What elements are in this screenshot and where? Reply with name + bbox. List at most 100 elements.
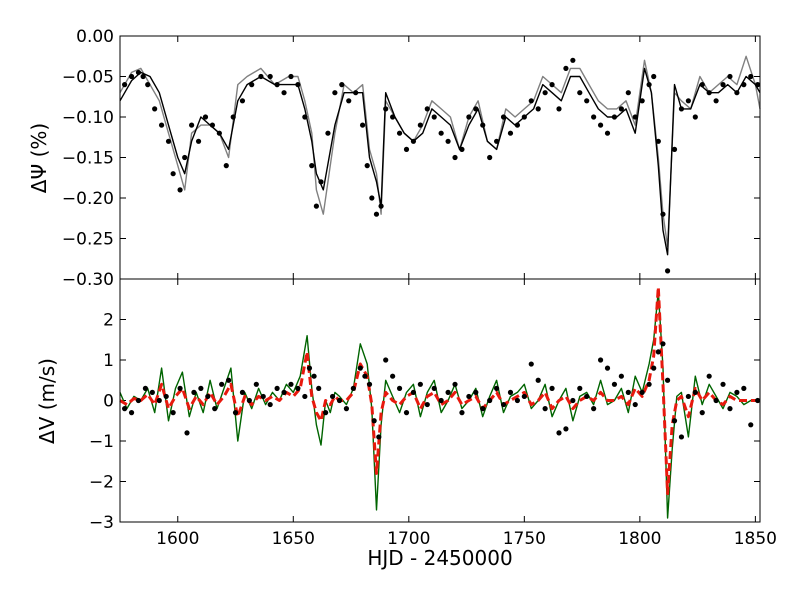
data-point — [466, 393, 472, 400]
data-point — [597, 357, 604, 363]
data-point — [195, 138, 202, 144]
ytick-label: −3 — [89, 513, 114, 533]
data-point — [755, 397, 761, 404]
data-point — [487, 154, 493, 161]
data-point — [390, 373, 396, 379]
data-point — [625, 389, 631, 395]
data-point — [225, 377, 232, 383]
data-point — [216, 130, 222, 136]
data-point — [198, 385, 204, 391]
data-point — [651, 73, 657, 80]
data-point — [734, 389, 740, 395]
data-point — [755, 82, 761, 88]
data-point — [514, 122, 521, 128]
data-point — [165, 138, 172, 144]
data-point — [584, 98, 590, 104]
data-point — [417, 381, 423, 387]
data-point — [639, 389, 645, 395]
data-point — [353, 90, 359, 96]
data-point — [128, 73, 135, 80]
data-point — [720, 381, 726, 387]
data-point — [720, 82, 726, 88]
data-point — [646, 82, 652, 88]
data-point — [274, 82, 280, 88]
data-point — [135, 69, 142, 76]
data-point — [480, 406, 486, 412]
ytick-label: −0.30 — [62, 270, 114, 290]
data-point — [170, 171, 176, 177]
data-point — [618, 373, 624, 379]
bottom-panel-series — [119, 285, 761, 519]
data-point — [313, 203, 319, 209]
series-line — [119, 67, 761, 256]
data-point — [639, 98, 645, 104]
data-point — [618, 106, 624, 112]
data-point — [156, 397, 162, 404]
data-point — [431, 114, 437, 120]
data-point — [494, 138, 500, 144]
data-point — [163, 393, 169, 400]
data-point — [246, 397, 252, 404]
data-point — [177, 385, 183, 391]
x-axis-label: HJD - 2450000 — [367, 546, 512, 570]
data-point — [410, 389, 417, 395]
data-point — [323, 410, 329, 416]
data-point — [258, 73, 264, 80]
ytick-label: −0.05 — [62, 68, 114, 88]
data-point — [182, 154, 188, 161]
xtick-label: 1850 — [734, 529, 777, 549]
data-point — [184, 430, 190, 436]
data-point — [577, 385, 583, 391]
data-point — [364, 163, 370, 169]
xtick-label: 1650 — [272, 529, 315, 549]
data-point — [678, 434, 685, 440]
data-point — [549, 385, 555, 391]
data-point — [473, 106, 479, 112]
data-point — [209, 122, 216, 128]
data-point — [542, 406, 548, 412]
data-point — [378, 203, 384, 209]
xtick-label: 1700 — [387, 529, 430, 549]
bottom-panel-xtick-labels: 1600 1650 1700 1750 1800 1850 — [156, 529, 777, 549]
data-point — [302, 114, 308, 120]
data-point — [288, 381, 294, 387]
data-point — [249, 82, 255, 88]
data-point — [549, 82, 555, 88]
data-point — [212, 406, 218, 412]
data-point — [660, 341, 666, 347]
data-point — [128, 410, 135, 416]
data-point — [507, 389, 514, 395]
data-point — [542, 90, 548, 96]
data-point — [521, 114, 527, 120]
ytick-label: −0.15 — [62, 149, 114, 169]
top-panel-ytick-labels: 0.00 −0.05 −0.10 −0.15 −0.20 −0.25 −0.30 — [62, 27, 114, 290]
data-point — [584, 393, 590, 400]
data-point — [625, 90, 631, 96]
data-point — [390, 114, 396, 120]
data-point — [205, 393, 211, 400]
data-point — [281, 389, 287, 395]
data-point — [459, 410, 465, 416]
data-point — [459, 146, 465, 152]
data-point — [362, 373, 368, 379]
data-point — [500, 401, 507, 408]
data-point — [158, 122, 165, 128]
data-point — [741, 82, 747, 88]
top-panel-ylabel: ΔΨ (%) — [27, 123, 51, 193]
xtick-label: 1750 — [503, 529, 546, 549]
data-point — [660, 211, 666, 217]
data-point — [563, 426, 569, 432]
data-point — [135, 397, 142, 404]
data-point — [359, 122, 366, 128]
ytick-label: −0.10 — [62, 108, 114, 128]
data-point — [535, 106, 541, 112]
data-point — [604, 365, 611, 371]
data-point — [274, 385, 280, 391]
data-point — [535, 377, 541, 383]
ytick-label: 1 — [103, 351, 114, 371]
data-point — [122, 406, 128, 412]
data-point — [189, 122, 195, 128]
data-point — [396, 385, 403, 391]
data-point — [692, 389, 698, 395]
